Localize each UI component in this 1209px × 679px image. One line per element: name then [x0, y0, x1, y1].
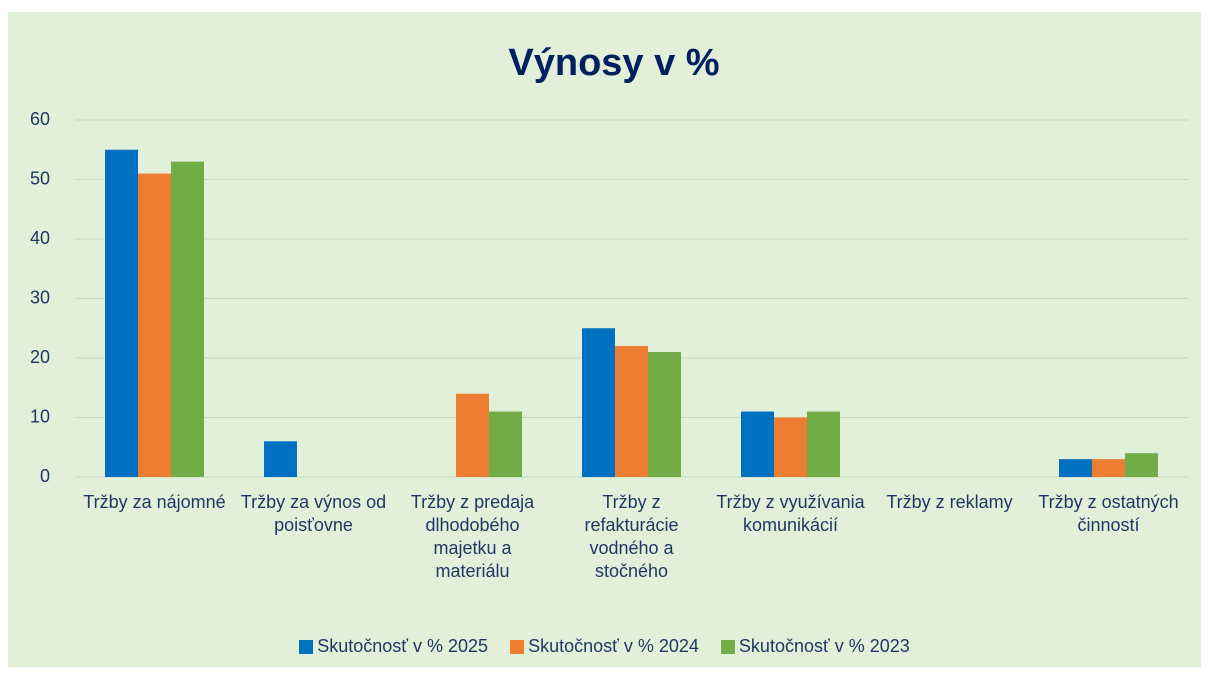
legend-swatch: [720, 639, 735, 654]
x-tick-label: Tržby z ostatných činností: [1038, 492, 1179, 535]
bar: [1125, 453, 1158, 477]
chart-title: Výnosy v %: [508, 42, 719, 84]
bar: [105, 149, 138, 477]
legend-swatch: [510, 639, 525, 654]
bar: [1059, 459, 1092, 477]
legend-label: Skutočnosť v % 2023: [738, 636, 910, 656]
legend-item: Skutočnosť v % 2025: [299, 636, 488, 657]
bar: [489, 411, 522, 477]
bar: [648, 352, 681, 477]
bar: [171, 161, 204, 477]
y-tick-label: 20: [30, 347, 50, 367]
bar: [582, 328, 615, 477]
y-tick-label: 30: [30, 287, 50, 307]
bar: [807, 411, 840, 477]
x-tick-label: Tržby z predaja dlhodobého majetku a mat…: [410, 492, 535, 581]
legend: Skutočnosť v % 2025 Skutočnosť v % 2024 Sk…: [0, 636, 1209, 657]
bar: [741, 411, 774, 477]
bar: [774, 417, 807, 477]
x-tick-label: Tržby z využívania komunikácií: [716, 492, 865, 535]
bar: [138, 173, 171, 478]
legend-label: Skutočnosť v % 2025: [317, 636, 489, 656]
legend-swatch: [299, 639, 314, 654]
bar: [264, 441, 297, 477]
x-tick-label: Tržby z reklamy: [886, 492, 1013, 512]
y-tick-label: 40: [30, 228, 50, 248]
bar: [615, 346, 648, 477]
y-tick-label: 0: [40, 466, 50, 486]
x-tick-label: Tržby z refakturácie vodného a stočného: [584, 492, 679, 581]
y-tick-label: 10: [30, 406, 50, 426]
legend-item: Skutočnosť v % 2023: [720, 636, 910, 657]
x-tick-label: Tržby za nájomné: [83, 492, 226, 512]
legend-label: Skutočnosť v % 2024: [528, 636, 699, 656]
x-tick-label: Tržby za výnos od poisťovne: [240, 492, 387, 535]
bar: [1092, 459, 1125, 477]
bar: [456, 393, 489, 477]
y-tick-label: 60: [30, 109, 50, 129]
legend-item: Skutočnosť v % 2024: [510, 636, 699, 657]
y-tick-label: 50: [30, 168, 50, 188]
